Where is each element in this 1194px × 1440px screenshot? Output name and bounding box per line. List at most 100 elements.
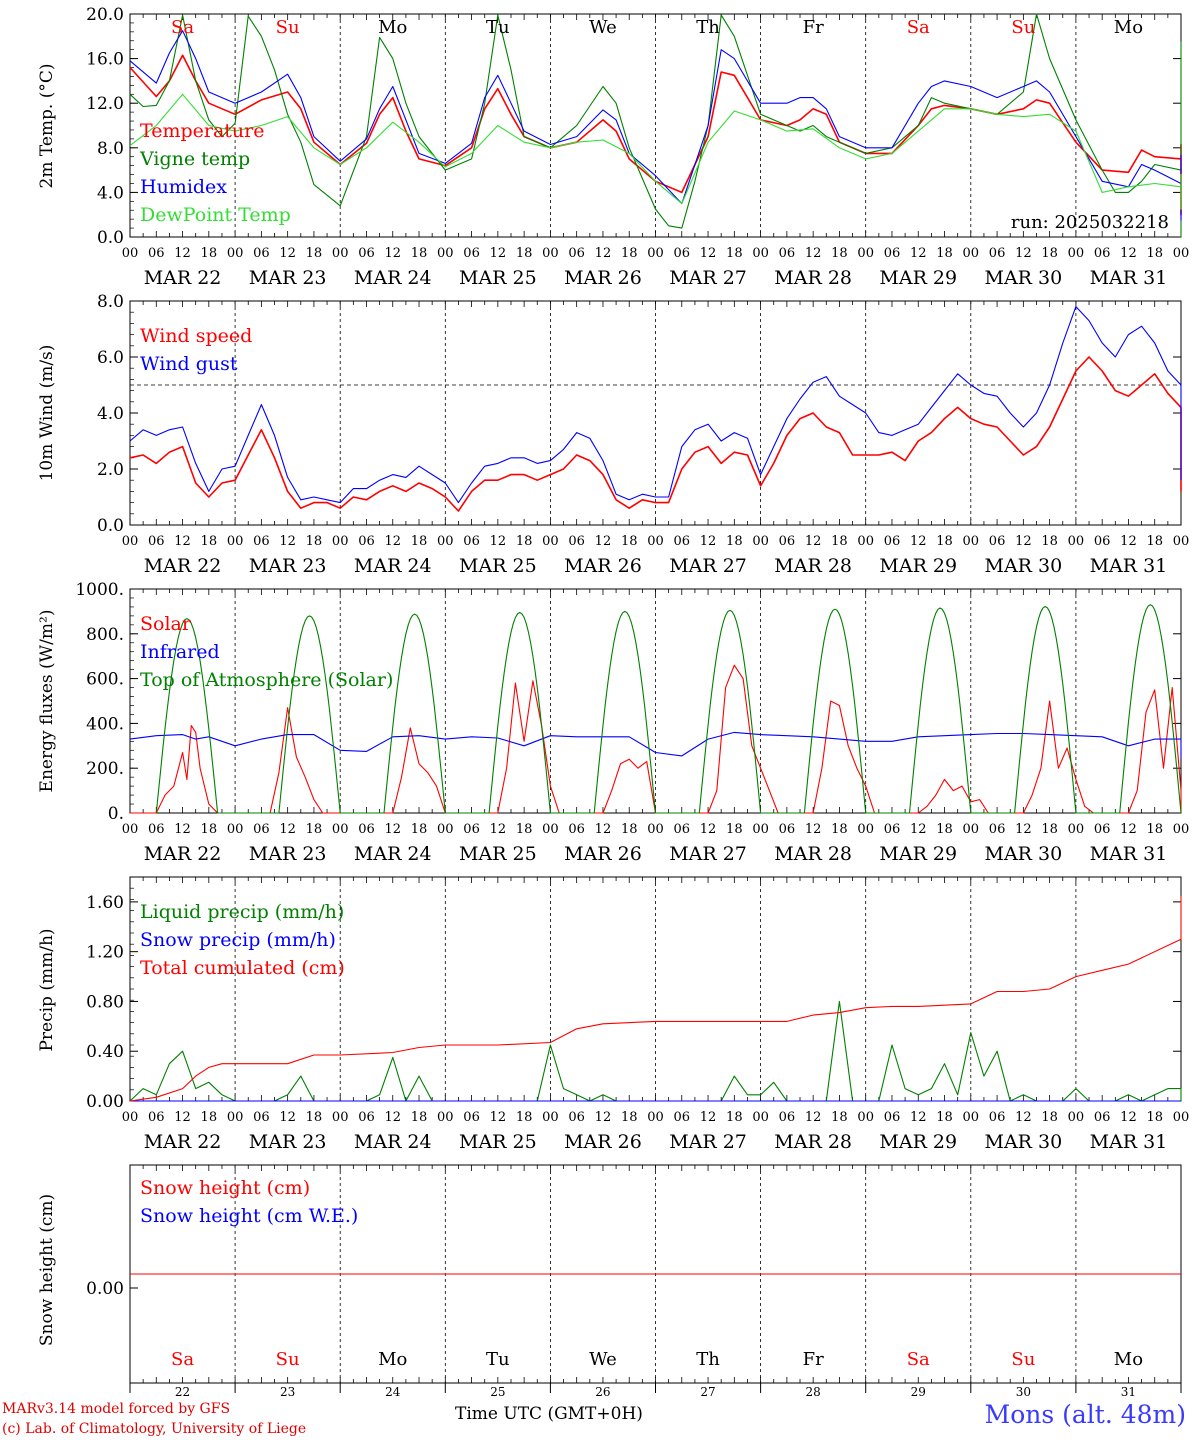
hour-tick-label: 18 — [936, 822, 953, 837]
hour-tick-label: 00 — [857, 246, 874, 261]
legend-entry: Solar — [140, 613, 192, 635]
weekday-bottom-label: Sa — [907, 1349, 930, 1370]
weekday-bottom-label: Th — [696, 1349, 720, 1370]
hour-tick-label: 00 — [437, 822, 454, 837]
hour-tick-label: 18 — [831, 246, 848, 261]
hour-tick-label: 00 — [857, 1110, 874, 1125]
series-line-wind-speed — [129, 356, 1182, 512]
date-label: MAR 31 — [1090, 267, 1168, 289]
run-annotation: run: 2025032218 — [1011, 212, 1169, 233]
hour-tick-label: 18 — [1146, 1110, 1163, 1125]
legend-entry: Snow precip (mm/h) — [140, 929, 336, 951]
hour-tick-label: 18 — [726, 822, 743, 837]
date-label: MAR 24 — [354, 1131, 432, 1153]
hour-tick-label: 18 — [621, 246, 638, 261]
hour-tick-label: 06 — [779, 1110, 796, 1125]
series-line-wind-gust — [129, 306, 1182, 504]
hour-tick-label: 12 — [279, 1110, 296, 1125]
hour-tick-label: 18 — [831, 534, 848, 549]
hour-tick-label: 12 — [490, 534, 507, 549]
hour-tick-label: 00 — [752, 822, 769, 837]
hour-tick-label: 06 — [1094, 822, 1111, 837]
legend-entry: Top of Atmosphere (Solar) — [140, 669, 393, 691]
hour-tick-label: 12 — [384, 246, 401, 261]
hour-tick-label: 00 — [963, 1110, 980, 1125]
hour-tick-label: 00 — [227, 246, 244, 261]
y-tick-label: 6.0 — [97, 348, 124, 368]
hour-tick-label: 18 — [306, 1110, 323, 1125]
hour-tick-label: 06 — [779, 822, 796, 837]
hour-tick-label: 18 — [411, 822, 428, 837]
date-label: MAR 26 — [564, 555, 642, 577]
y-tick-label: 8.0 — [97, 139, 124, 159]
hour-tick-label: 12 — [595, 822, 612, 837]
date-label: MAR 26 — [564, 267, 642, 289]
date-label: MAR 28 — [774, 843, 852, 865]
series-line-top-of-atmosphere-solar- — [155, 604, 1182, 814]
x-axis-title: Time UTC (GMT+0H) — [455, 1404, 643, 1424]
y-tick-label: 4.0 — [97, 404, 124, 424]
legend-entry: Wind gust — [140, 353, 238, 375]
y-tick-label: 8.0 — [97, 292, 124, 312]
hour-tick-label: 00 — [542, 246, 559, 261]
hour-tick-label: 12 — [174, 1110, 191, 1125]
hour-tick-label: 18 — [621, 1110, 638, 1125]
hour-tick-label: 06 — [358, 534, 375, 549]
hour-tick-label: 12 — [1120, 1110, 1137, 1125]
hour-tick-label: 00 — [647, 1110, 664, 1125]
hour-tick-label: 12 — [910, 822, 927, 837]
date-label: MAR 29 — [879, 267, 957, 289]
y-axis-title: Energy fluxes (W/m²) — [37, 610, 57, 793]
date-label: MAR 25 — [459, 267, 537, 289]
hour-tick-label: 12 — [595, 1110, 612, 1125]
date-label: MAR 31 — [1090, 555, 1168, 577]
y-tick-label: 12.0 — [86, 94, 124, 114]
y-tick-label: 1.20 — [86, 943, 124, 963]
hour-tick-label: 18 — [1041, 822, 1058, 837]
hour-tick-label: 18 — [201, 534, 218, 549]
hour-tick-label: 12 — [490, 822, 507, 837]
y-tick-label: 0.80 — [86, 992, 124, 1012]
y-axis-title: Snow height (cm) — [37, 1194, 57, 1346]
hour-tick-label: 06 — [884, 822, 901, 837]
weekday-label: Sa — [171, 17, 194, 38]
legend-entry: Vigne temp — [139, 148, 250, 170]
hour-tick-label: 00 — [122, 1110, 139, 1125]
y-tick-label: 0.40 — [86, 1042, 124, 1062]
y-axis-title: 2m Temp. (°C) — [37, 63, 57, 188]
weekday-bottom-label: Su — [276, 1349, 300, 1370]
hour-tick-label: 12 — [910, 534, 927, 549]
hour-tick-label: 12 — [1015, 822, 1032, 837]
y-axis-title: 10m Wind (m/s) — [37, 345, 57, 482]
hour-tick-label: 18 — [1146, 534, 1163, 549]
hour-tick-label: 00 — [122, 822, 139, 837]
hour-tick-label: 12 — [384, 822, 401, 837]
y-tick-label: 16.0 — [86, 50, 124, 70]
hour-tick-label: 12 — [490, 246, 507, 261]
hour-tick-label: 12 — [174, 246, 191, 261]
panel-4: 0.00 0.40 0.80 1.20 1.60 Precip (mm/h) Liquid … — [37, 876, 1189, 1153]
y-axis-title: Precip (mm/h) — [37, 928, 57, 1051]
hour-tick-label: 18 — [201, 246, 218, 261]
hour-tick-label: 00 — [542, 822, 559, 837]
hour-tick-label: 00 — [647, 534, 664, 549]
hour-tick-label: 12 — [174, 534, 191, 549]
hour-tick-label: 00 — [227, 534, 244, 549]
hour-tick-label: 18 — [516, 534, 533, 549]
hour-tick-label: 06 — [253, 246, 270, 261]
panel-1: 0.0 4.0 8.0 12.0 16.0 20.0 2m Temp. (°C) Temper… — [37, 5, 1189, 289]
hour-tick-label: 06 — [148, 1110, 165, 1125]
hour-tick-label: 12 — [805, 246, 822, 261]
hour-tick-label: 00 — [1173, 534, 1190, 549]
hour-tick-label: 06 — [884, 246, 901, 261]
day-number-label: 23 — [280, 1385, 295, 1399]
day-number-label: 26 — [595, 1385, 610, 1399]
model-credit: MARv3.14 model forced by GFS (c) Lab. of… — [2, 1399, 306, 1439]
hour-tick-label: 06 — [463, 246, 480, 261]
weekday-bottom-label: Mo — [378, 1349, 407, 1370]
legend-entry: Liquid precip (mm/h) — [140, 901, 344, 923]
hour-tick-label: 12 — [910, 1110, 927, 1125]
hour-tick-label: 18 — [306, 822, 323, 837]
date-label: MAR 25 — [459, 555, 537, 577]
weekday-label: Mo — [378, 17, 407, 38]
